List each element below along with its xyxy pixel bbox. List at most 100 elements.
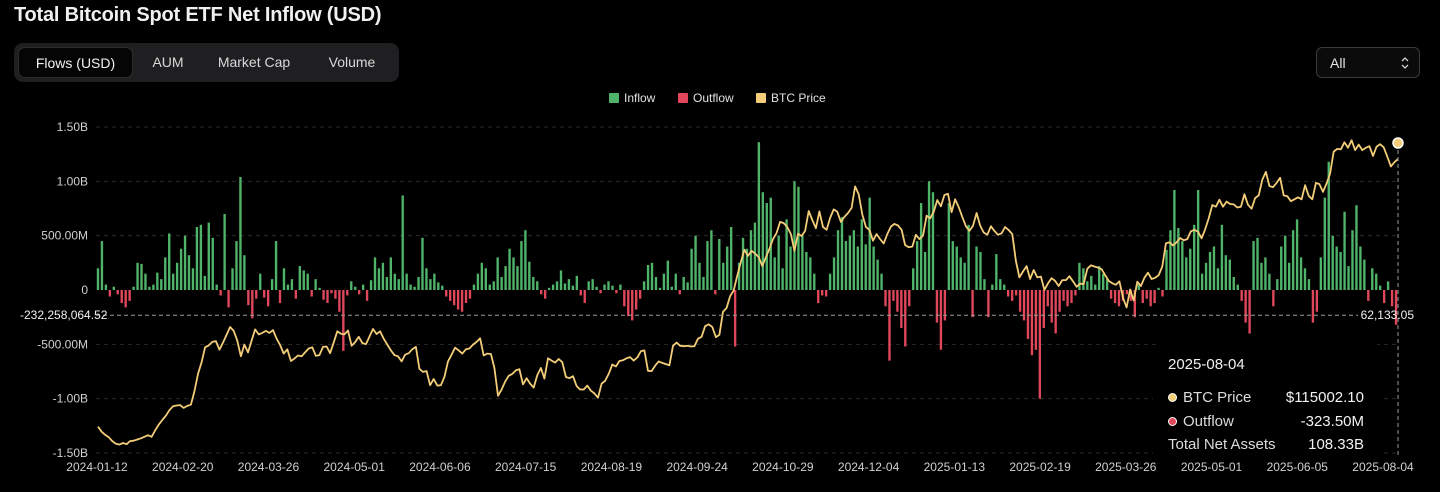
x-tick-label: 2025-03-26 [1095, 460, 1157, 474]
legend: Inflow Outflow BTC Price [609, 91, 826, 105]
inflow-bar [912, 268, 915, 290]
outflow-bar [987, 290, 990, 318]
legend-swatch [678, 93, 688, 103]
inflow-bar [441, 285, 444, 290]
outflow-bar [939, 290, 943, 350]
inflow-bar [868, 197, 871, 290]
inflow-bar [286, 284, 290, 290]
inflow-bar [480, 262, 484, 290]
inflow-bar [1256, 237, 1259, 290]
inflow-bar [1200, 273, 1204, 290]
tooltip-row-outflow: Outflow -323.50M [1168, 412, 1364, 432]
chevron-updown-icon [1401, 57, 1409, 69]
inflow-bar [1347, 266, 1350, 290]
inflow-bar [1189, 248, 1192, 290]
outflow-bar [460, 290, 464, 312]
outflow-bar [251, 290, 254, 319]
inflow-bar [1185, 257, 1188, 290]
inflow-bar [199, 224, 203, 290]
inflow-bar [164, 257, 167, 290]
inflow-bar [1284, 235, 1287, 290]
inflow-bar [607, 281, 610, 290]
inflow-bar [500, 276, 503, 290]
inflow-bar [702, 276, 705, 290]
outflow-bar [631, 290, 634, 321]
inflow-bar [1260, 262, 1263, 290]
outflow-bar [1129, 290, 1133, 301]
x-tick-label: 2025-01-13 [924, 460, 986, 474]
inflow-bar [211, 237, 214, 290]
inflow-bar [805, 251, 808, 290]
tab-market-cap[interactable]: Market Cap [217, 54, 291, 70]
inflow-bar [741, 237, 745, 290]
outflow-bar [120, 290, 123, 304]
outflow-bar [1010, 290, 1014, 301]
inflow-bar [1224, 255, 1228, 290]
outflow-bar [579, 290, 582, 296]
time-range-select[interactable]: All [1316, 47, 1420, 78]
inflow-bar [931, 192, 935, 290]
outflow-bar [255, 290, 258, 299]
tooltip-row-btc-price: BTC Price $115002.10 [1168, 388, 1364, 408]
inflow-bar [1078, 262, 1081, 290]
tab-aum[interactable]: AUM [152, 54, 184, 70]
outflow-bar [1070, 290, 1073, 304]
y-tick-label: -1.00B [53, 392, 88, 406]
inflow-bar [591, 279, 594, 290]
inflow-bar [642, 281, 646, 290]
inflow-bar [207, 222, 210, 290]
inflow-bar [1101, 273, 1105, 290]
inflow-bar [710, 230, 713, 290]
inflow-bar [828, 273, 832, 290]
inflow-bar [472, 284, 476, 290]
inflow-bar [706, 241, 709, 290]
outflow-bar [583, 290, 586, 304]
inflow-bar [619, 284, 622, 290]
outflow-bar [334, 290, 337, 299]
y-tick-label: 1.50B [57, 120, 88, 134]
inflow-bar [270, 279, 274, 290]
x-tick-label: 2024-02-20 [152, 460, 214, 474]
tab-volume[interactable]: Volume [328, 54, 376, 70]
tooltip-value: 108.33B [1308, 436, 1364, 453]
inflow-bar [1343, 211, 1346, 290]
inflow-bar [963, 262, 966, 290]
inflow-bar [563, 283, 567, 290]
inflow-bar [959, 257, 962, 290]
inflow-bar [1307, 279, 1311, 290]
outflow-bar [1125, 290, 1129, 295]
inflow-bar [484, 268, 487, 290]
legend-swatch [756, 93, 766, 103]
inflow-bar [757, 142, 761, 290]
x-tick-label: 2024-10-29 [752, 460, 814, 474]
inflow-bar [1319, 257, 1323, 290]
inflow-bar [670, 286, 673, 290]
inflow-bar [231, 268, 234, 290]
legend-label: Outflow [693, 91, 734, 105]
inflow-bar [350, 281, 353, 290]
outflow-bar [1141, 290, 1144, 304]
tab-flows-usd[interactable]: Flows (USD) [18, 47, 133, 78]
inflow-bar [132, 286, 135, 290]
inflow-bar [955, 246, 958, 290]
outflow-bar [627, 290, 630, 317]
inflow-bar [175, 262, 179, 290]
outflow-bar [884, 290, 887, 307]
inflow-bar [880, 273, 883, 290]
outflow-bar [357, 290, 361, 295]
inflow-bar [1090, 275, 1093, 290]
inflow-bar [951, 241, 954, 290]
outflow-bar [1394, 290, 1398, 325]
outflow-bar [464, 290, 468, 304]
inflow-bar [1335, 246, 1338, 290]
outflow-bar [1161, 290, 1164, 297]
x-tick-label: 2025-06-05 [1267, 460, 1329, 474]
hover-tooltip: 2025-08-04 BTC Price $115002.10 Outflow … [1153, 344, 1381, 460]
inflow-bar [1208, 251, 1212, 290]
outflow-bar [1054, 290, 1057, 334]
inflow-bar [781, 268, 784, 290]
outflow-bar [1248, 290, 1251, 334]
outflow-bar [310, 290, 313, 297]
inflow-bar [698, 262, 701, 290]
outflow-bar [714, 290, 717, 295]
